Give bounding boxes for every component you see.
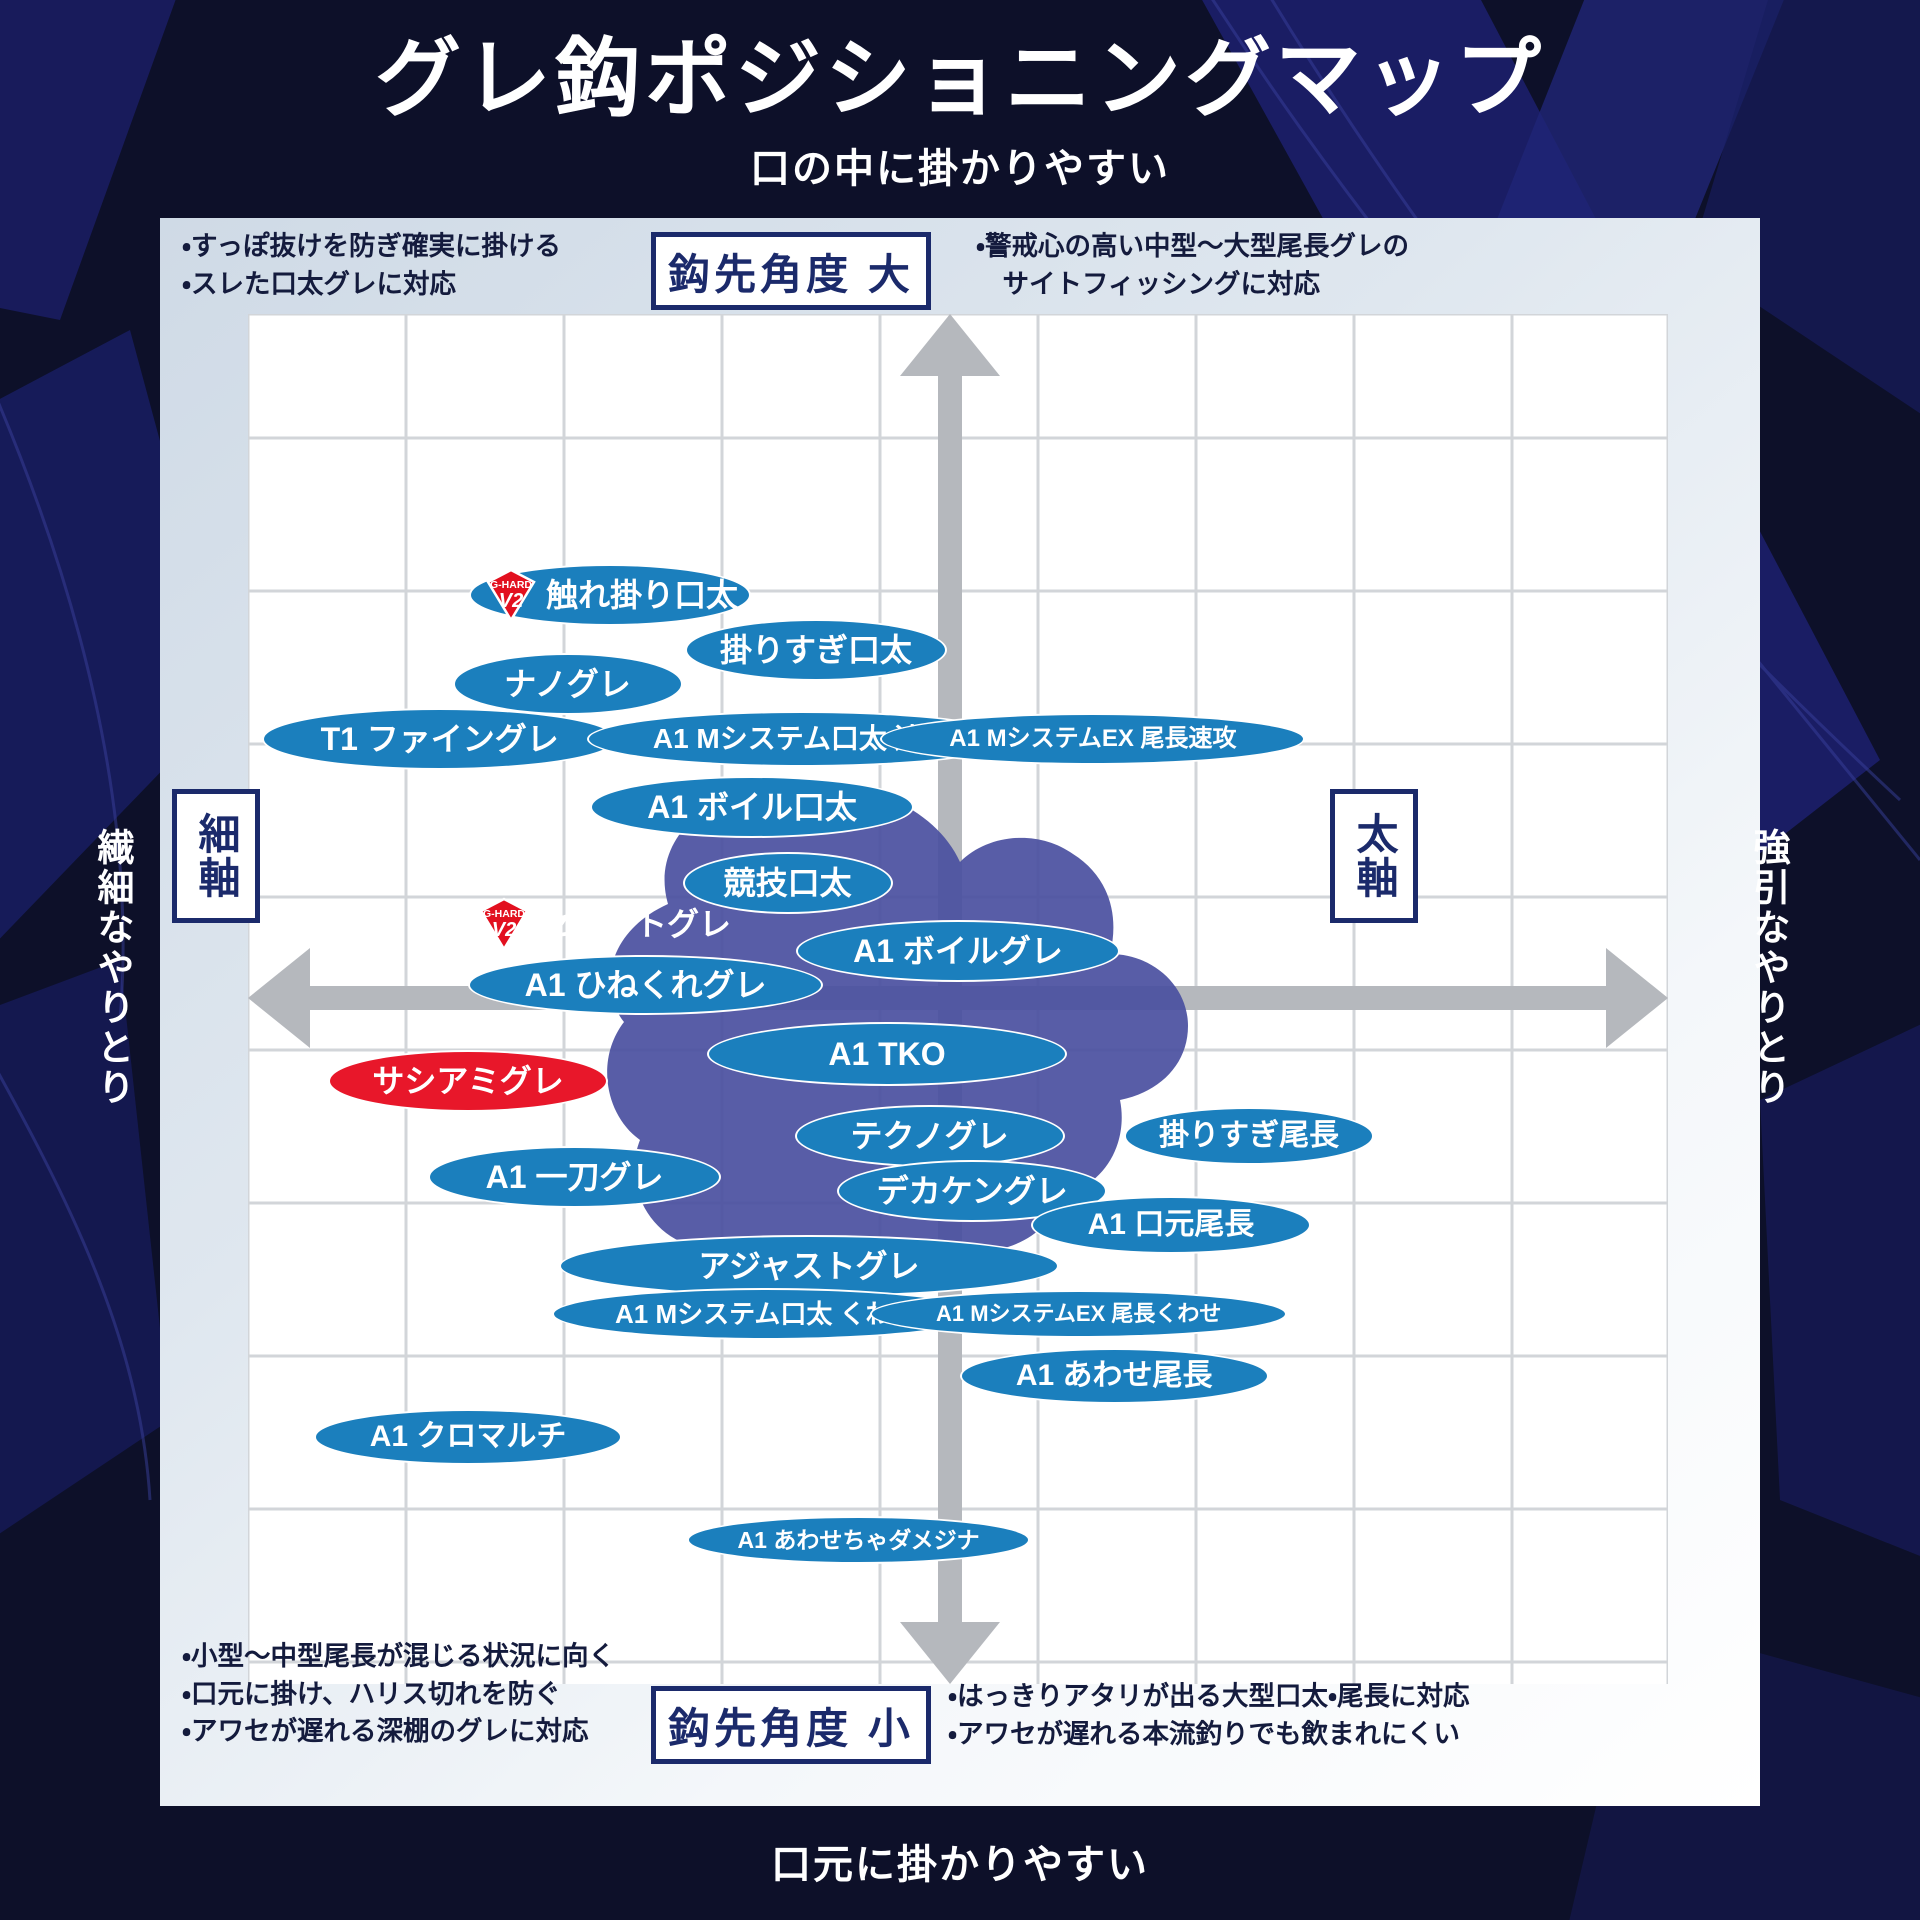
right-axis-description: 強引なやりとり [1748,828,1789,1108]
note-bottom-left-line: ・アワセが遅れる深棚のグレに対応 [182,1716,589,1747]
note-bottom-right: ・はっきりアタリが出る大型口太・尾長に対応 ・アワセが遅れる本流釣りでも飲まれにく… [948,1678,1470,1753]
hook-bubble-label: A1 一刀グレ [485,1159,664,1196]
hook-bubble[interactable]: 掛りすぎ口太 [684,618,948,681]
svg-text:V2: V2 [499,590,523,612]
page-title: グレ鈎ポジショニングマップ [375,31,1545,127]
hook-bubble[interactable]: 掛りすぎ尾長 [1123,1107,1375,1165]
hook-bubble[interactable]: A1 一刀グレ [427,1146,722,1209]
hook-bubble[interactable]: T1 ファイングレ [262,707,618,770]
hook-bubble[interactable]: テクノグレ [794,1105,1065,1167]
svg-text:V2: V2 [492,919,516,941]
hook-bubble[interactable]: A1 クロマルチ [313,1409,623,1466]
note-bottom-left-line: ・口元に掛け、ハリス切れを防ぐ [182,1678,561,1709]
note-top-left-line: ・スレた口太グレに対応 [182,268,457,299]
page-bottom-caption: 口元に掛かりやすい [771,1843,1149,1887]
g-hard-v2-badge: G-HARD V2 [475,895,533,953]
hook-bubble-label: A1 MシステムEX 尾長くわせ [936,1301,1222,1327]
axis-label-top: 鈎先角度 大 [651,232,931,310]
hook-bubble-label: アジャストグレ [698,1248,920,1285]
note-top-left-line: ・すっぽ抜けを防ぎ確実に掛ける [182,231,561,261]
hook-bubble[interactable]: G-HARD V2 触れ掛り口太 [468,563,752,626]
plot-area: G-HARD V2 触れ掛り口太ナノグレ 掛りすぎ口太 T1 ファイングレ A1 Mシ… [248,314,1668,1684]
hook-bubble-label: 競技口太 [723,864,852,901]
axis-label-bottom: 鈎先角度 小 [651,1686,931,1764]
hook-bubble-label: デカケングレ [876,1172,1068,1209]
g-hard-v2-badge: G-HARD V2 [482,566,540,624]
hook-bubble[interactable]: A1 ボイルグレ [795,920,1121,983]
hook-bubble[interactable]: A1 ボイル口太 [589,776,915,839]
hook-bubble[interactable]: A1 ひねくれグレ [467,955,824,1016]
hook-bubble-label: A1 あわせちゃダメジナ [737,1526,980,1553]
note-bottom-right-line: ・アワセが遅れる本流釣りでも飲まれにくい [948,1718,1460,1749]
hook-bubble-label: T1 ファイングレ [320,720,559,757]
hook-bubble-label: 触れ掛り口太 [546,576,739,613]
hook-bubble-label: テクノグレ [850,1118,1009,1154]
hook-bubble-label: A1 ひねくれグレ [524,967,767,1004]
hook-bubble[interactable]: サシアミグレ [328,1050,609,1113]
axis-label-right: 太軸 [1330,789,1418,923]
hook-bubble-label: A1 口元尾長 [1087,1208,1255,1242]
hook-bubble[interactable]: ナノグレ [452,652,683,715]
note-top-right: ・警戒心の高い中型〜大型尾長グレの サイトフィッシングに対応 [976,228,1409,303]
hook-bubble[interactable]: A1 MシステムEX 尾長速攻 [880,712,1306,765]
hook-bubble-label: A1 ボイルグレ [853,933,1063,970]
hook-bubble-label: A1 ボイル口太 [647,789,857,826]
hook-bubble-label: ナノグレ [504,665,631,702]
bubble-layer: G-HARD V2 触れ掛り口太ナノグレ 掛りすぎ口太 T1 ファイングレ A1 Mシ… [248,314,1668,1684]
hook-bubble[interactable]: G-HARD V2 セレクトグレ [462,892,744,956]
note-top-left: ・すっぽ抜けを防ぎ確実に掛ける ・スレた口太グレに対応 [182,228,561,303]
axis-label-right-text: 太軸 [1351,812,1399,900]
hook-bubble[interactable]: A1 口元尾長 [1031,1196,1311,1255]
title-block: グレ鈎ポジショニングマップ 口の中に掛かりやすい [0,34,1920,194]
map-panel: G-HARD V2 触れ掛り口太ナノグレ 掛りすぎ口太 T1 ファイングレ A1 Mシ… [160,218,1760,1806]
hook-bubble-label: 掛りすぎ口太 [719,631,912,668]
hook-bubble-label: A1 MシステムEX 尾長速攻 [949,724,1237,752]
hook-bubble[interactable]: A1 TKO [707,1021,1067,1086]
note-bottom-right-line: ・はっきりアタリが出る大型口太・尾長に対応 [948,1681,1470,1711]
hook-bubble[interactable]: A1 あわせ尾長 [959,1347,1269,1404]
hook-bubble-label: サシアミグレ [372,1063,564,1100]
hook-bubble[interactable]: A1 MシステムEX 尾長くわせ [869,1290,1288,1339]
axis-label-left-text: 細軸 [193,812,241,900]
page-subtitle: 口の中に掛かりやすい [750,147,1170,192]
note-bottom-left-line: ・小型〜中型尾長が混じる状況に向く [182,1641,616,1671]
hook-bubble-label: A1 クロマルチ [369,1420,567,1454]
axis-label-bottom-text: 鈎先角度 小 [668,1704,914,1752]
note-bottom-left: ・小型〜中型尾長が混じる状況に向く ・口元に掛け、ハリス切れを防ぐ ・アワセが遅れる… [182,1638,615,1751]
note-top-right-line: サイトフィッシングに対応 [976,268,1320,299]
hook-bubble-label: 掛りすぎ尾長 [1159,1119,1340,1152]
hook-bubble-label: A1 あわせ尾長 [1015,1358,1213,1392]
axis-label-left: 細軸 [172,789,260,923]
hook-bubble[interactable]: A1 あわせちゃダメジナ [686,1516,1031,1565]
hook-bubble-label: A1 TKO [828,1035,946,1072]
axis-label-top-text: 鈎先角度 大 [668,250,914,298]
hook-bubble-label: セレクトグレ [538,905,731,942]
note-top-right-line: ・警戒心の高い中型〜大型尾長グレの [976,231,1410,261]
left-axis-description: 繊細なやりとり [92,828,133,1108]
